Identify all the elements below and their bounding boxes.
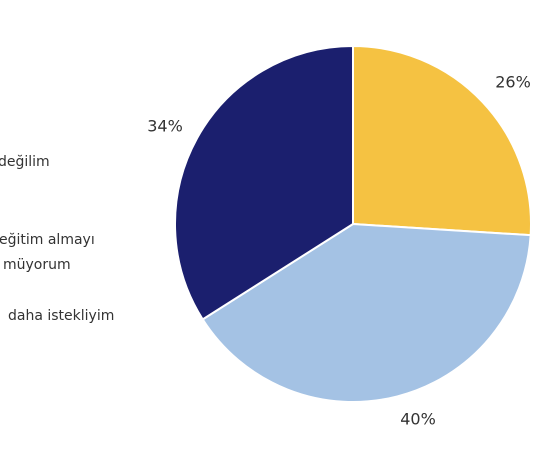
legend-label: müyorum <box>3 257 71 273</box>
data-label: 34% <box>147 117 183 136</box>
data-label: 40% <box>400 410 436 429</box>
legend-label: daha istekliyim <box>8 308 114 324</box>
legend-label: değilim <box>0 154 50 170</box>
legend-label: eğitim almayı <box>0 232 95 248</box>
pie-slice <box>174 44 354 321</box>
pie-slice <box>352 44 532 237</box>
data-label: 26% <box>495 73 531 92</box>
